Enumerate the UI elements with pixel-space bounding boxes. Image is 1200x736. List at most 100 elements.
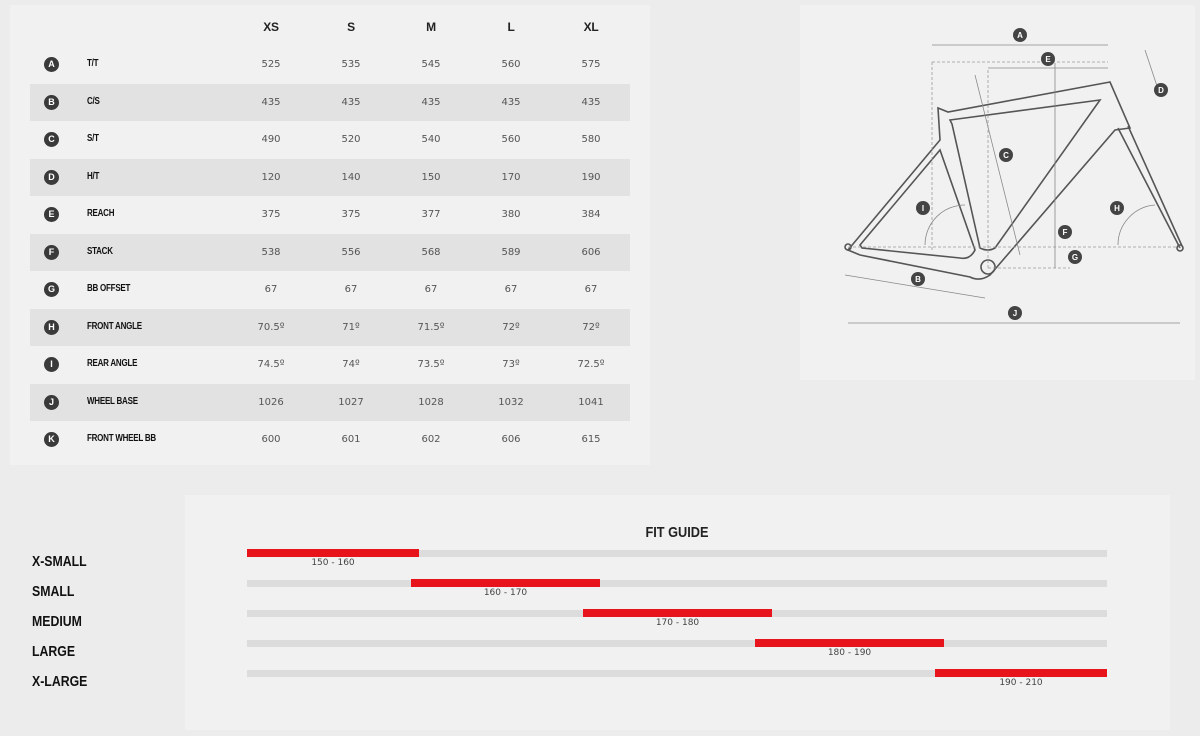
cell-value: 1041 (578, 396, 604, 408)
cell-value: 67 (504, 284, 518, 295)
marker-badge: B (44, 94, 59, 110)
cell-value: 67 (424, 284, 438, 295)
cell-value: 190 (581, 171, 601, 183)
cell-value: 556 (341, 246, 361, 258)
cell-value: 545 (421, 59, 441, 70)
cell-value: 73º (502, 359, 520, 370)
cell-value: 72.5º (577, 359, 605, 370)
cell-value: 1028 (418, 396, 444, 408)
svg-text:A: A (1017, 31, 1023, 40)
table-row: F STACK 538 556 568 589 606 (30, 233, 630, 271)
column-header-xl: XL (583, 20, 599, 34)
marker-badge: A (44, 57, 59, 72)
cell-value: 70.5º (257, 321, 285, 333)
svg-text:C: C (1003, 151, 1009, 160)
cell-value: 525 (261, 59, 281, 70)
marker-badge: J (44, 394, 59, 410)
table-row: B C/S 435 435 435 435 435 (30, 83, 630, 121)
cell-value: 435 (501, 96, 521, 108)
cell-value: 74.5º (257, 359, 285, 370)
cell-value: 606 (501, 434, 521, 445)
marker-j: J (1008, 306, 1022, 320)
cell-value: 560 (501, 134, 521, 145)
cell-value: 1027 (338, 396, 364, 408)
row-label: BB OFFSET (87, 283, 131, 294)
fit-range-bar (755, 639, 944, 647)
cell-value: 435 (581, 96, 601, 108)
marker-badge: F (44, 244, 59, 260)
cell-value: 540 (421, 134, 441, 145)
row-label: T/T (87, 58, 99, 69)
cell-value: 120 (261, 171, 281, 183)
column-header-l: L (507, 20, 515, 34)
svg-text:G: G (1072, 253, 1078, 262)
fit-range-bar (583, 609, 772, 617)
size-label: X-SMALL (32, 553, 87, 570)
cell-value: 71º (342, 321, 360, 333)
size-label: MEDIUM (32, 613, 82, 630)
row-label: FRONT WHEEL BB (87, 433, 156, 444)
cell-value: 67 (264, 284, 278, 295)
fit-range-bar (411, 579, 600, 587)
fit-range-label: 180 - 190 (827, 648, 872, 658)
fit-track (247, 580, 1107, 587)
cell-value: 73.5º (417, 359, 445, 370)
cell-value: 384 (581, 209, 601, 220)
row-label: H/T (87, 170, 100, 182)
cell-value: 560 (501, 59, 521, 70)
cell-value: 380 (501, 209, 521, 220)
svg-text:D: D (1158, 86, 1164, 95)
row-label: REACH (87, 208, 115, 219)
fit-track (247, 640, 1107, 647)
cell-value: 589 (501, 246, 521, 258)
diagram-panel (800, 5, 1195, 380)
fit-range-bar (935, 669, 1107, 677)
marker-badge: E (44, 207, 59, 222)
fit-range-label: 170 - 180 (655, 618, 700, 628)
svg-text:I: I (922, 204, 924, 213)
table-row: A T/T 525 535 545 560 575 (30, 46, 630, 83)
cell-value: 435 (421, 96, 441, 108)
marker-c: C (999, 148, 1013, 162)
table-row: K FRONT WHEEL BB 600 601 602 606 615 (30, 421, 630, 458)
row-label: C/S (87, 95, 100, 107)
svg-text:H: H (1114, 204, 1120, 213)
cell-value: 1026 (258, 396, 284, 408)
table-row: D H/T 120 140 150 170 190 (30, 158, 630, 196)
cell-value: 538 (261, 246, 281, 258)
row-label: S/T (87, 133, 99, 144)
svg-text:E: E (1045, 55, 1051, 64)
marker-g: G (1068, 250, 1082, 264)
marker-badge: D (44, 169, 59, 185)
fit-range-label: 150 - 160 (311, 558, 355, 568)
cell-value: 140 (341, 171, 361, 183)
cell-value: 520 (341, 134, 361, 145)
table-row: I REAR ANGLE 74.5º 74º 73.5º 73º 72.5º (30, 346, 630, 383)
svg-text:B: B (915, 275, 921, 284)
cell-value: 535 (341, 59, 361, 70)
cell-value: 72º (502, 321, 520, 333)
cell-value: 568 (421, 246, 441, 258)
cell-value: 601 (341, 434, 361, 445)
cell-value: 67 (344, 284, 358, 295)
svg-text:J: J (1013, 309, 1017, 318)
fit-track (247, 550, 1107, 557)
marker-d: D (1154, 83, 1168, 97)
cell-value: 575 (581, 59, 601, 70)
marker-badge: C (44, 132, 59, 147)
cell-value: 580 (581, 134, 601, 145)
row-label: REAR ANGLE (87, 358, 138, 369)
fit-range-label: 190 - 210 (999, 678, 1043, 688)
marker-i: I (916, 201, 930, 215)
svg-text:F: F (1063, 228, 1068, 237)
cell-value: 435 (341, 96, 361, 108)
table-row: E REACH 375 375 377 380 384 (30, 196, 630, 233)
cell-value: 375 (261, 209, 281, 220)
cell-value: 602 (421, 434, 441, 445)
cell-value: 1032 (498, 396, 524, 408)
marker-badge: I (44, 357, 59, 372)
table-row: J WHEEL BASE 1026 1027 1028 1032 1041 (30, 383, 630, 421)
marker-e: E (1041, 52, 1055, 66)
cell-value: 74º (342, 359, 360, 370)
size-label: LARGE (32, 643, 76, 660)
